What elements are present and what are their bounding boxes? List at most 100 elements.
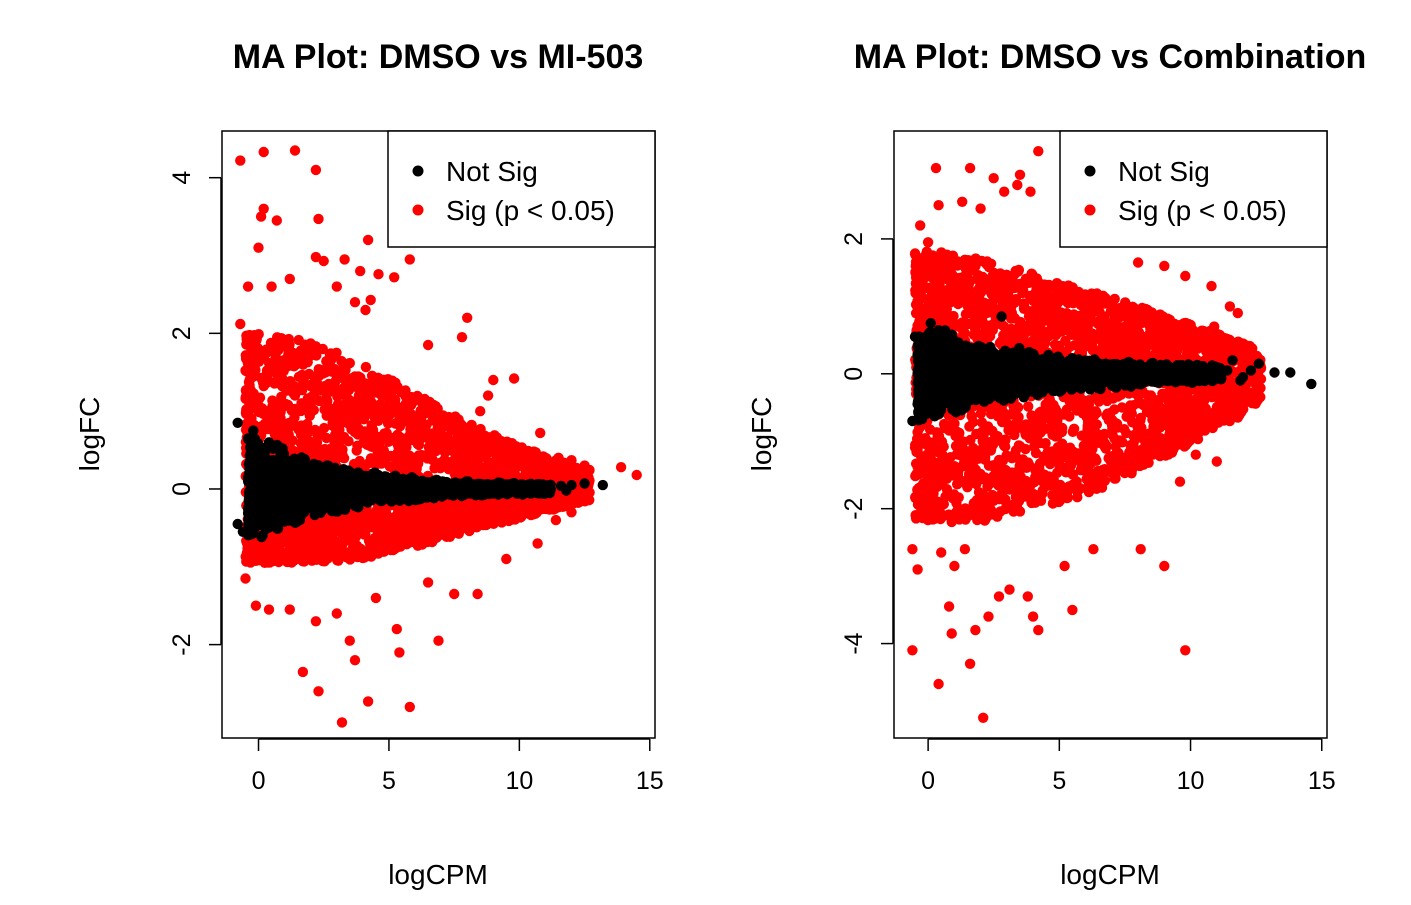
- sig-point: [378, 374, 389, 385]
- sig-point: [404, 701, 415, 713]
- sig-point: [419, 393, 430, 405]
- not-sig-point: [280, 479, 291, 490]
- sig-point: [299, 398, 311, 409]
- sig-point: [373, 269, 384, 280]
- sig-point: [295, 429, 307, 440]
- not-sig-point: [304, 499, 315, 510]
- sig-point: [344, 635, 355, 646]
- sig-point: [313, 213, 324, 225]
- not-sig-point: [237, 526, 249, 537]
- sig-point: [331, 407, 343, 418]
- sig-point: [331, 608, 342, 619]
- not-sig-point: [292, 467, 304, 478]
- not-sig-point: [275, 442, 286, 453]
- sig-point: [443, 499, 454, 510]
- sig-point: [276, 402, 288, 413]
- sig-point: [615, 462, 627, 473]
- sig-point: [285, 376, 296, 387]
- not-sig-point: [432, 478, 444, 490]
- sig-point: [540, 452, 551, 464]
- sig-point: [433, 635, 444, 646]
- not-sig-point: [485, 482, 497, 493]
- sig-point: [323, 378, 334, 390]
- sig-point: [259, 418, 270, 429]
- sig-point: [550, 514, 562, 526]
- sig-point: [336, 516, 347, 527]
- sig-point: [455, 511, 467, 522]
- y-axis-label: logFC: [74, 397, 105, 472]
- not-sig-point: [381, 478, 392, 489]
- sig-point: [363, 535, 375, 546]
- sig-point: [313, 686, 324, 697]
- sig-point: [271, 215, 282, 226]
- not-sig-point: [267, 511, 279, 522]
- sig-point: [450, 454, 461, 466]
- not-sig-point: [336, 484, 347, 495]
- sig-point: [301, 521, 313, 532]
- sig-point: [420, 504, 432, 515]
- scatter-points: [232, 145, 642, 728]
- sig-point: [381, 414, 392, 425]
- sig-point: [556, 492, 567, 504]
- sig-point: [456, 332, 468, 343]
- not-sig-point: [458, 481, 469, 492]
- sig-point: [367, 424, 379, 436]
- sig-point: [275, 531, 286, 543]
- legend-box: [387, 130, 656, 248]
- sig-point: [360, 361, 372, 373]
- sig-point: [459, 520, 471, 531]
- not-sig-point: [447, 489, 459, 500]
- sig-point: [339, 254, 350, 265]
- not-sig-point: [263, 437, 275, 448]
- x-tick-label: 15: [636, 767, 664, 795]
- sig-point: [318, 255, 329, 267]
- sig-point: [488, 374, 499, 386]
- sig-point: [275, 412, 286, 424]
- sig-point: [422, 449, 433, 460]
- sig-point: [297, 359, 309, 370]
- sig-point: [308, 378, 319, 389]
- sig-point: [284, 273, 295, 285]
- not-sig-point: [271, 523, 283, 534]
- sig-point: [249, 363, 260, 374]
- sig-point: [566, 507, 577, 518]
- sig-point: [437, 520, 449, 531]
- sig-point: [362, 696, 374, 707]
- sig-point: [403, 431, 414, 443]
- sig-point: [318, 422, 330, 434]
- sig-point: [448, 436, 460, 447]
- sig-point: [316, 521, 327, 532]
- sig-point: [263, 345, 275, 357]
- sig-point: [491, 454, 502, 465]
- sig-point: [1109, 293, 1120, 305]
- sig-point: [566, 455, 577, 466]
- sig-point: [358, 549, 370, 560]
- y-tick-label: 0: [168, 482, 196, 496]
- sig-point: [303, 368, 315, 380]
- y-tick-label: 4: [168, 171, 196, 185]
- sig-point: [349, 425, 360, 436]
- sig-point: [384, 461, 395, 472]
- not-sig-point: [579, 478, 590, 489]
- sig-point: [401, 442, 412, 453]
- not-sig-point: [407, 491, 419, 502]
- sig-point: [508, 373, 520, 384]
- sig-point: [523, 454, 535, 465]
- not-sig-point: [291, 457, 302, 469]
- sig-point: [366, 378, 378, 389]
- sig-point: [360, 304, 371, 316]
- sig-point: [548, 501, 559, 512]
- not-sig-point: [308, 475, 320, 486]
- not-sig-point: [338, 497, 349, 509]
- not-sig-point: [364, 475, 375, 486]
- sig-point: [380, 541, 391, 552]
- sig-point: [488, 499, 499, 510]
- sig-point: [518, 507, 529, 518]
- sig-point: [475, 464, 487, 475]
- sig-point: [313, 534, 324, 545]
- sig-point: [290, 388, 301, 400]
- not-sig-point: [264, 502, 275, 513]
- not-sig-point: [232, 417, 243, 428]
- sig-point: [265, 547, 276, 558]
